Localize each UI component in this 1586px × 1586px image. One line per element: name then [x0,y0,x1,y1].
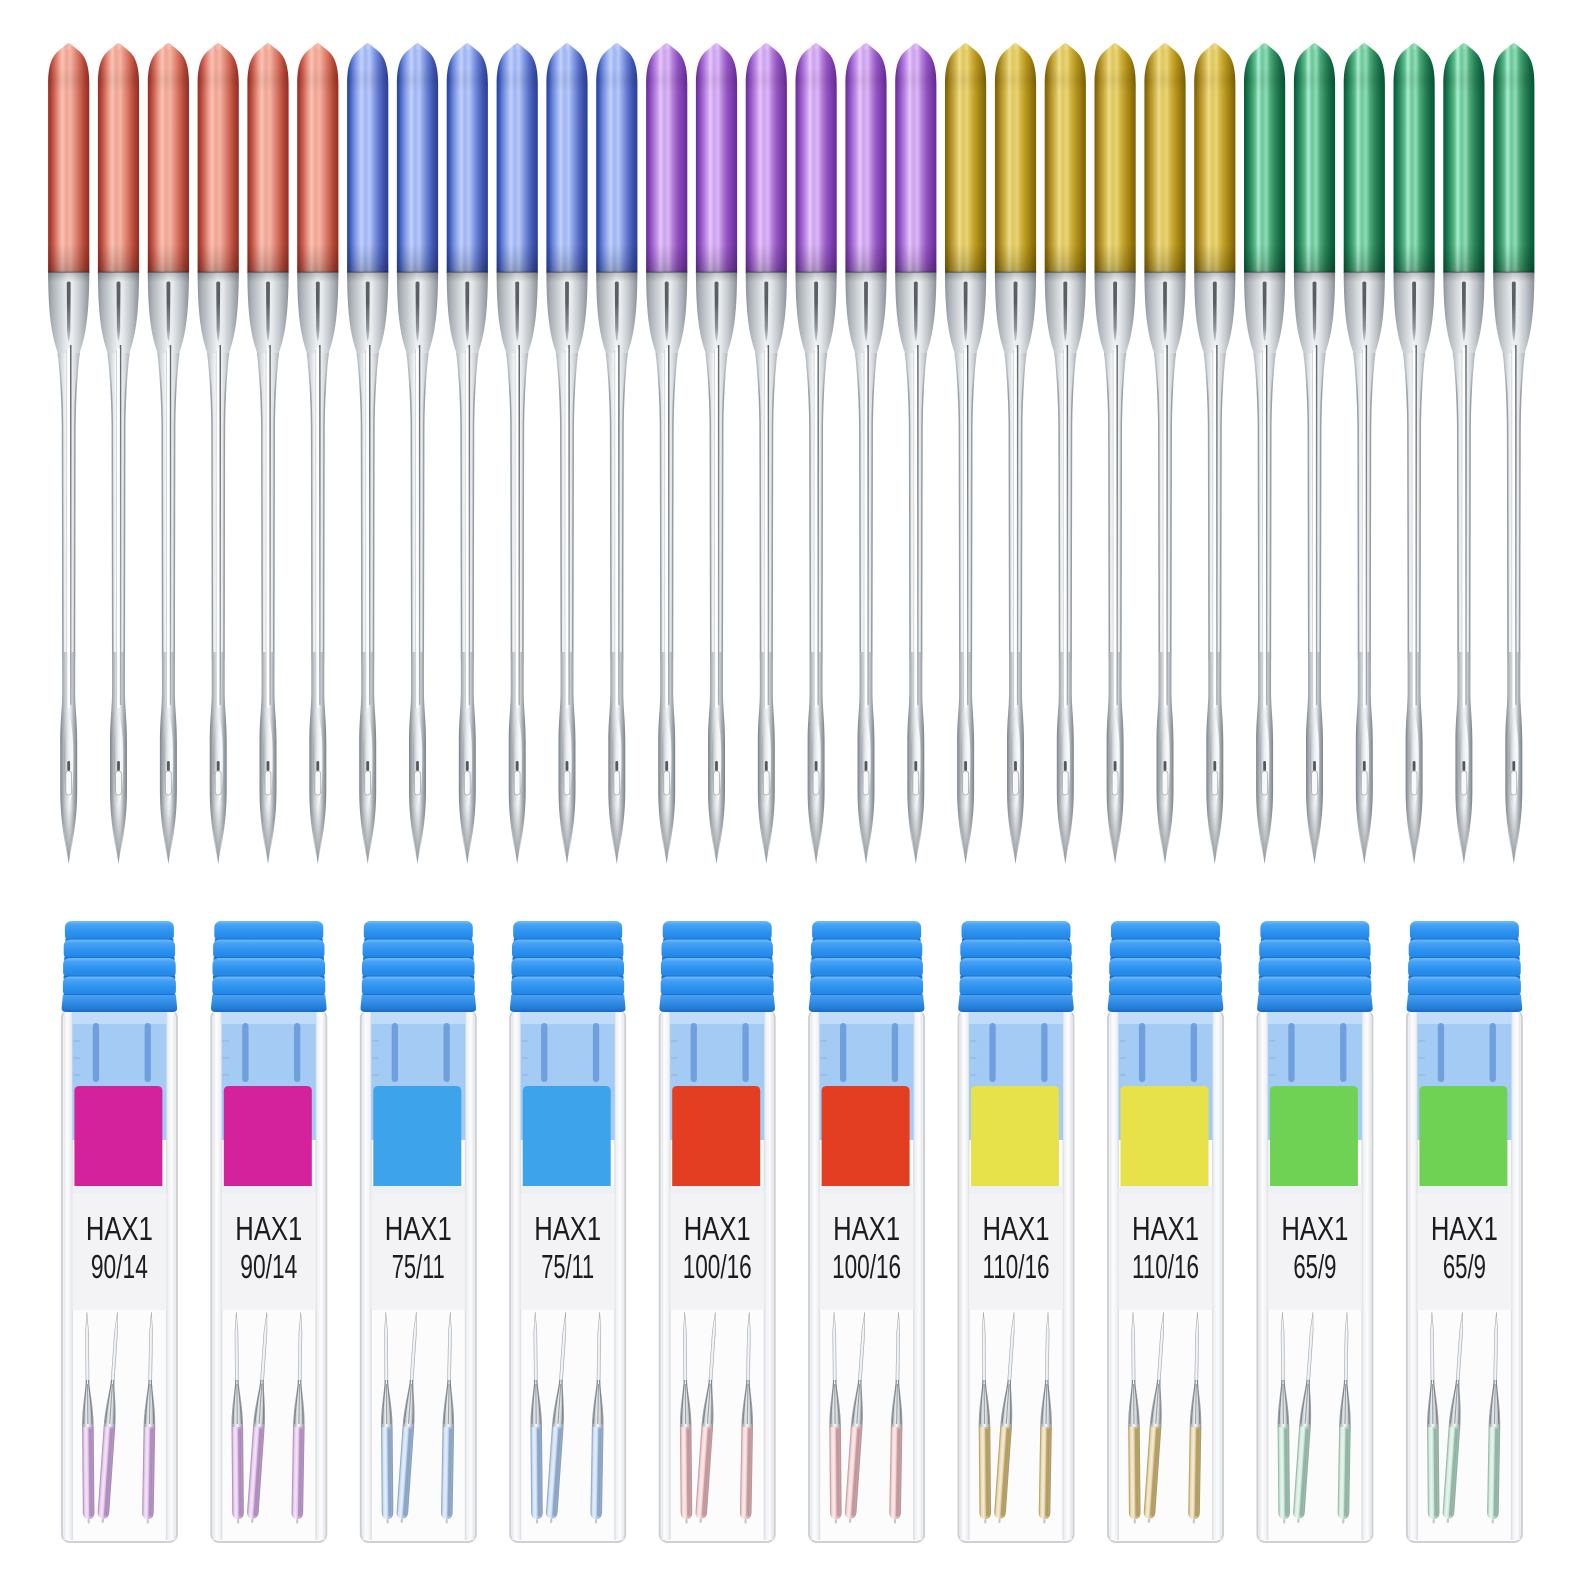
svg-text:HAX1: HAX1 [534,1211,601,1248]
svg-text:110/16: 110/16 [983,1249,1050,1286]
svg-text:110/16: 110/16 [1132,1249,1199,1286]
svg-text:75/11: 75/11 [541,1249,594,1286]
svg-text:HAX1: HAX1 [385,1211,452,1248]
svg-text:90/14: 90/14 [240,1249,297,1286]
svg-text:65/9: 65/9 [1293,1249,1336,1286]
svg-text:HAX1: HAX1 [684,1211,751,1248]
svg-text:HAX1: HAX1 [833,1211,900,1248]
svg-text:90/14: 90/14 [91,1249,148,1286]
svg-text:HAX1: HAX1 [983,1211,1050,1248]
svg-text:HAX1: HAX1 [1431,1211,1498,1248]
svg-text:75/11: 75/11 [392,1249,445,1286]
svg-text:HAX1: HAX1 [86,1211,153,1248]
svg-text:100/16: 100/16 [683,1249,752,1286]
svg-text:HAX1: HAX1 [235,1211,302,1248]
svg-text:HAX1: HAX1 [1281,1211,1348,1248]
svg-text:100/16: 100/16 [832,1249,901,1286]
svg-text:65/9: 65/9 [1443,1249,1486,1286]
svg-text:HAX1: HAX1 [1132,1211,1199,1248]
